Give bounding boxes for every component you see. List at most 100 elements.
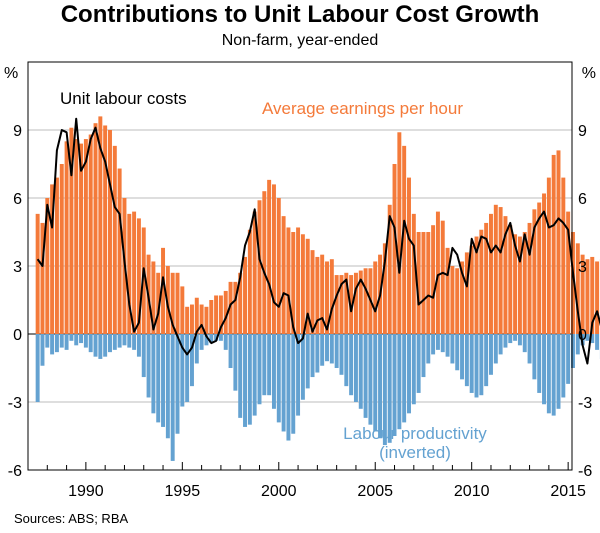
productivity-bar [416, 334, 421, 393]
y-tick-label-right: 9 [578, 123, 587, 140]
earnings-bar [503, 216, 508, 334]
earnings-bar [165, 266, 170, 334]
productivity-bar [368, 334, 373, 425]
productivity-bar [435, 334, 440, 350]
earnings-bar [296, 227, 301, 334]
productivity-bar [40, 334, 45, 366]
earnings-bar [460, 261, 465, 334]
earnings-bar [551, 154, 556, 334]
productivity-bar [373, 334, 378, 432]
earnings-bar [426, 232, 431, 334]
productivity-bar [329, 334, 334, 364]
productivity-bar [132, 334, 137, 350]
earnings-bar [479, 229, 484, 334]
earnings-bar [247, 229, 252, 334]
productivity-bar [194, 334, 199, 364]
productivity-bar [522, 334, 527, 353]
earnings-bar [156, 272, 161, 334]
earnings-bar [416, 232, 421, 334]
productivity-bar [243, 334, 247, 427]
earnings-bar [373, 261, 378, 334]
earnings-bar [334, 275, 339, 334]
earnings-bar [517, 236, 522, 334]
earnings-bar [69, 127, 74, 334]
productivity-bar [387, 334, 392, 443]
productivity-bar [561, 334, 566, 398]
earnings-bar [243, 256, 247, 334]
earnings-bar [267, 179, 272, 334]
productivity-bar [575, 334, 580, 355]
productivity-bar [537, 334, 542, 393]
earnings-bar [329, 259, 334, 334]
productivity-bar [508, 334, 513, 344]
earnings-bar [88, 134, 93, 334]
earnings-bar [132, 211, 137, 334]
productivity-bar [35, 334, 40, 402]
productivity-bar [464, 334, 469, 387]
earnings-bar [136, 218, 141, 334]
earnings-bar [185, 306, 190, 334]
earnings-bar [484, 222, 489, 334]
productivity-bar [325, 334, 329, 362]
productivity-bar [291, 334, 296, 434]
earnings-bar [411, 213, 416, 334]
productivity-bar [363, 334, 368, 418]
earnings-bar [83, 139, 88, 334]
y-tick-label-right: 0 [578, 327, 587, 344]
x-tick-label: 2015 [550, 483, 586, 500]
earnings-bar [387, 204, 392, 334]
earnings-bar [141, 227, 146, 334]
earnings-bar [513, 234, 518, 334]
earnings-bar [556, 150, 561, 334]
productivity-bar [170, 334, 175, 461]
earnings-bar [344, 272, 349, 334]
x-tick-label: 2010 [454, 483, 490, 500]
y-tick-label-left: 9 [13, 123, 22, 140]
earnings-bar [199, 304, 204, 334]
earnings-bar [112, 145, 117, 334]
chart-title: Contributions to Unit Labour Cost Growth [60, 1, 540, 28]
earnings-bar [349, 275, 354, 334]
earnings-bar [421, 232, 426, 334]
earnings-bar [257, 200, 262, 334]
productivity-bar [315, 334, 320, 373]
productivity-bar [98, 334, 103, 359]
productivity-bar [551, 334, 556, 416]
productivity-bar [566, 334, 571, 384]
productivity-bar [358, 334, 363, 409]
productivity-bar [392, 334, 397, 436]
earnings-bar [542, 193, 547, 334]
y-unit-right: % [582, 65, 596, 82]
earnings-bar [435, 211, 440, 334]
earnings-bar [218, 295, 223, 334]
y-tick-label-right: 6 [578, 191, 587, 208]
earnings-bar [300, 234, 305, 334]
earnings-bar [194, 297, 199, 334]
earnings-bar [79, 143, 84, 334]
earnings-bar [580, 254, 585, 334]
productivity-bar [353, 334, 358, 402]
productivity-bar [570, 334, 575, 368]
earnings-bar [546, 177, 551, 334]
productivity-bar [189, 334, 194, 387]
productivity-bar [69, 334, 74, 341]
earnings-bar [189, 304, 194, 334]
earnings-bar [431, 225, 436, 334]
productivity-bar [161, 334, 166, 427]
productivity-bar [112, 334, 117, 350]
productivity-bar [156, 334, 161, 423]
earnings-bar [358, 270, 363, 334]
earnings-bar [214, 295, 219, 334]
productivity-bar [108, 334, 112, 353]
productivity-bar [310, 334, 315, 378]
x-tick-label: 2005 [357, 483, 393, 500]
earnings-bar [498, 207, 503, 334]
productivity-bar [469, 334, 474, 393]
earnings-bar [45, 198, 50, 334]
productivity-bar [281, 334, 286, 432]
productivity-bar [546, 334, 551, 414]
productivity-bar [479, 334, 484, 396]
x-tick-label: 1995 [165, 483, 201, 500]
earnings-bar [175, 272, 180, 334]
earnings-bar [440, 220, 445, 334]
